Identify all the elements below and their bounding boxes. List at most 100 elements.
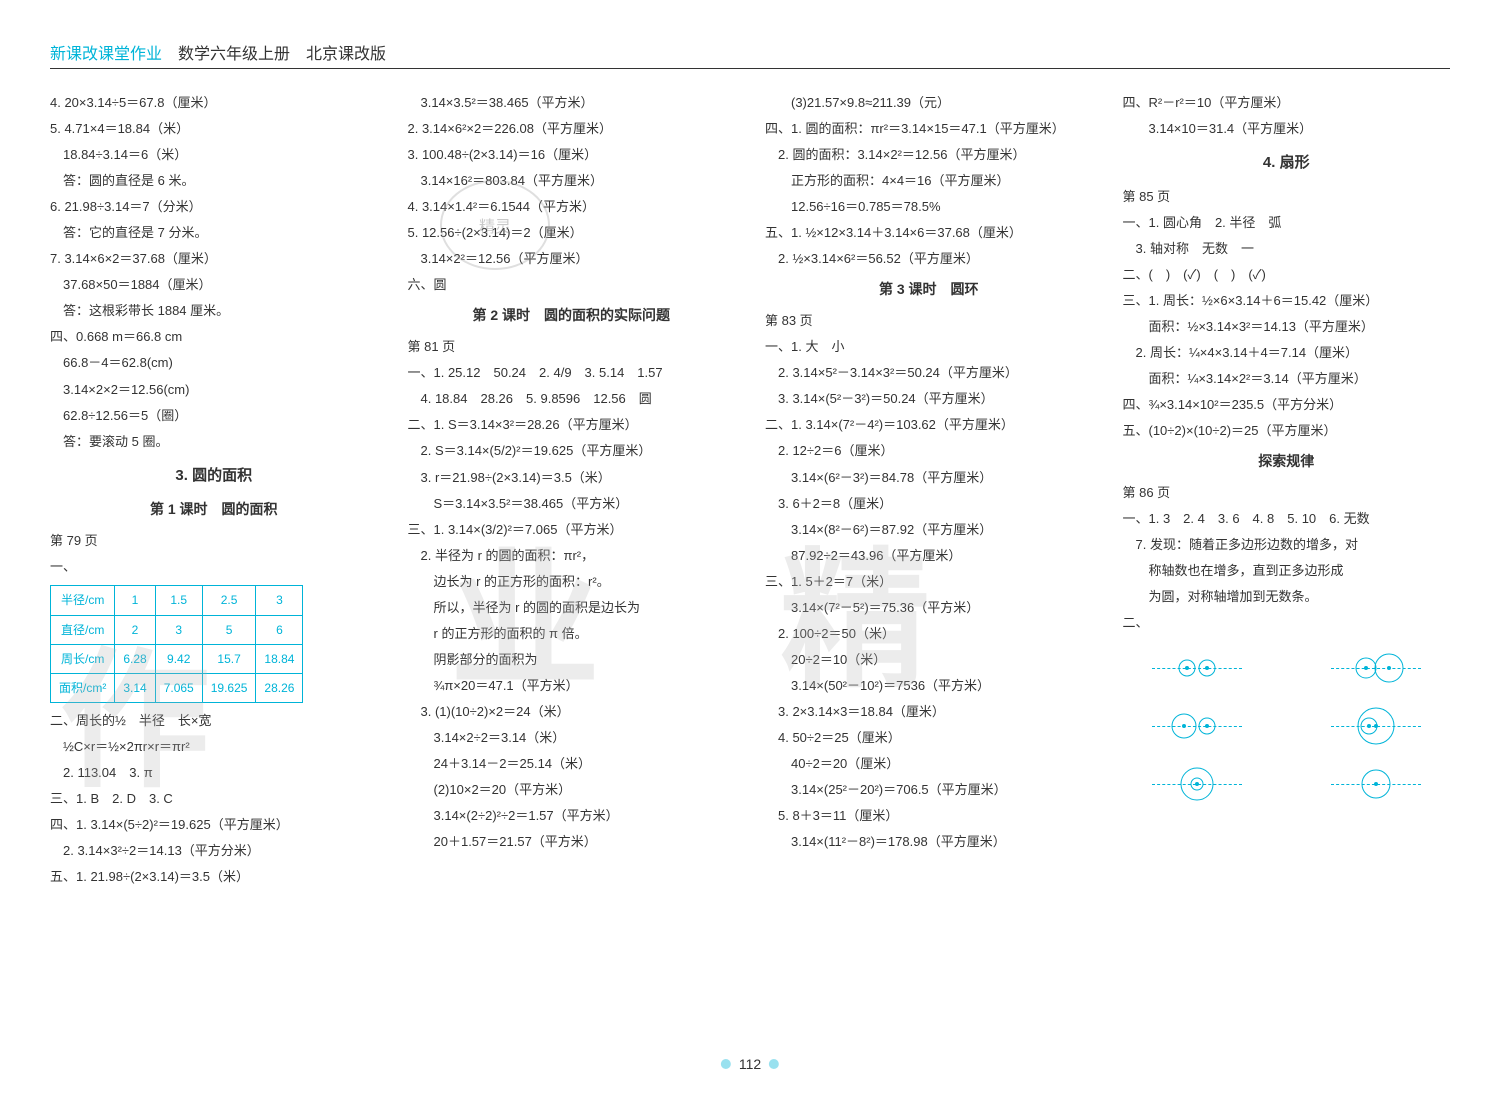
- text-line: 3. 轴对称 无数 一: [1123, 237, 1451, 261]
- table-row: 面积/cm²3.147.06519.62528.26: [51, 673, 303, 702]
- text-line: 37.68×50＝1884（厘米）: [50, 273, 378, 297]
- table-cell: 3: [155, 615, 202, 644]
- content-columns: 4. 20×3.14÷5＝67.8（厘米）5. 4.71×4＝18.84（米） …: [50, 89, 1450, 891]
- text-line: 面积：½×3.14×3²＝14.13（平方厘米）: [1123, 315, 1451, 339]
- text-line: 20÷2＝10（米）: [765, 648, 1093, 672]
- circle-diagram: [1162, 759, 1232, 809]
- text-line: 3.14×10＝31.4（平方厘米）: [1123, 117, 1451, 141]
- col2-block2: 一、1. 25.12 50.24 2. 4/9 3. 5.14 1.57 4. …: [408, 361, 736, 854]
- text-line: 五、(10÷2)×(10÷2)＝25（平方厘米）: [1123, 419, 1451, 443]
- circles-row-3: [1123, 759, 1451, 809]
- text-line: 3.14×(7²－5²)＝75.36（平方米）: [765, 596, 1093, 620]
- text-line: 三、1. 3.14×(3/2)²＝7.065（平方米）: [408, 518, 736, 542]
- table-row: 周长/cm6.289.4215.718.84: [51, 644, 303, 673]
- circle-diagram: [1341, 701, 1411, 751]
- text-line: 18.84÷3.14＝6（米）: [50, 143, 378, 167]
- column-1: 4. 20×3.14÷5＝67.8（厘米）5. 4.71×4＝18.84（米） …: [50, 89, 378, 891]
- table-cell: 3: [256, 586, 303, 615]
- text-line: ½C×r＝½×2πr×r＝πr²: [50, 735, 378, 759]
- text-line: 3.14×(50²－10²)＝7536（平方米）: [765, 674, 1093, 698]
- text-line: 4. 20×3.14÷5＝67.8（厘米）: [50, 91, 378, 115]
- text-line: 3.14×(6²－3²)＝84.78（平方厘米）: [765, 466, 1093, 490]
- table-cell: 周长/cm: [51, 644, 115, 673]
- text-line: 24＋3.14－2＝25.14（米）: [408, 752, 736, 776]
- text-line: 3.14×(11²－8²)＝178.98（平方厘米）: [765, 830, 1093, 854]
- text-line: 四、1. 圆的面积：πr²＝3.14×15＝47.1（平方厘米）: [765, 117, 1093, 141]
- table-cell: 半径/cm: [51, 586, 115, 615]
- col4-block1: 四、R²－r²＝10（平方厘米） 3.14×10＝31.4（平方厘米）: [1123, 91, 1451, 141]
- text-line: 答：这根彩带长 1884 厘米。: [50, 299, 378, 323]
- text-line: 3.14×(2÷2)²÷2＝1.57（平方米）: [408, 804, 736, 828]
- text-line: 六、圆: [408, 273, 736, 297]
- lesson-3-title: 第 3 课时 圆环: [765, 277, 1093, 303]
- text-line: 一、1. 大 小: [765, 335, 1093, 359]
- circle-diagram: [1341, 643, 1411, 693]
- text-line: 一、1. 25.12 50.24 2. 4/9 3. 5.14 1.57: [408, 361, 736, 385]
- text-line: 答：圆的直径是 6 米。: [50, 169, 378, 193]
- table-row: 直径/cm2356: [51, 615, 303, 644]
- circle-diagram: [1162, 643, 1232, 693]
- table-cell: 面积/cm²: [51, 673, 115, 702]
- page-83-ref: 第 83 页: [765, 309, 1093, 333]
- text-line: S＝3.14×3.5²＝38.465（平方米）: [408, 492, 736, 516]
- text-line: 二、1. 3.14×(7²－4²)＝103.62（平方厘米）: [765, 413, 1093, 437]
- text-line: 2. 113.04 3. π: [50, 761, 378, 785]
- text-line: 一、1. 3 2. 4 3. 6 4. 8 5. 10 6. 无数: [1123, 507, 1451, 531]
- text-line: 20＋1.57＝21.57（平方米）: [408, 830, 736, 854]
- table-cell: 15.7: [202, 644, 256, 673]
- text-line: 三、1. 周长：½×6×3.14＋6＝15.42（厘米）: [1123, 289, 1451, 313]
- text-line: 2. 半径为 r 的圆的面积：πr²，: [408, 544, 736, 568]
- header-accent: 新课改课堂作业: [50, 46, 162, 63]
- text-line: 2. 12÷2＝6（厘米）: [765, 439, 1093, 463]
- radius-table: 半径/cm11.52.53直径/cm2356周长/cm6.289.4215.71…: [50, 585, 303, 703]
- text-line: 3. 3.14×(5²－3²)＝50.24（平方厘米）: [765, 387, 1093, 411]
- text-line: 为圆，对称轴增加到无数条。: [1123, 585, 1451, 609]
- col1-block1: 4. 20×3.14÷5＝67.8（厘米）5. 4.71×4＝18.84（米） …: [50, 91, 378, 454]
- circles-row-1: [1123, 643, 1451, 693]
- table-cell: 18.84: [256, 644, 303, 673]
- page-header: 新课改课堂作业 数学六年级上册 北京课改版: [50, 40, 1450, 69]
- col3-block2: 一、1. 大 小 2. 3.14×5²－3.14×3²＝50.24（平方厘米） …: [765, 335, 1093, 854]
- table-cell: 3.14: [115, 673, 155, 702]
- column-3: (3)21.57×9.8≈211.39（元）四、1. 圆的面积：πr²＝3.14…: [765, 89, 1093, 891]
- col4-block3: 一、1. 3 2. 4 3. 6 4. 8 5. 10 6. 无数 7. 发现：…: [1123, 507, 1451, 635]
- text-line: 2. 3.14×3²÷2＝14.13（平方分米）: [50, 839, 378, 863]
- text-line: 四、1. 3.14×(5÷2)²＝19.625（平方厘米）: [50, 813, 378, 837]
- text-line: 2. 100÷2＝50（米）: [765, 622, 1093, 646]
- explore-title: 探索规律: [1123, 449, 1451, 475]
- column-4: 四、R²－r²＝10（平方厘米） 3.14×10＝31.4（平方厘米） 4. 扇…: [1123, 89, 1451, 891]
- text-line: 2. 3.14×5²－3.14×3²＝50.24（平方厘米）: [765, 361, 1093, 385]
- header-rest: 数学六年级上册 北京课改版: [162, 46, 386, 63]
- text-line: 2. 3.14×6²×2＝226.08（平方厘米）: [408, 117, 736, 141]
- text-line: 5. 8＋3＝11（厘米）: [765, 804, 1093, 828]
- text-line: 五、1. ½×12×3.14＋3.14×6＝37.68（厘米）: [765, 221, 1093, 245]
- text-line: 所以，半径为 r 的圆的面积是边长为: [408, 596, 736, 620]
- text-line: 66.8－4＝62.8(cm): [50, 351, 378, 375]
- text-line: 阴影部分的面积为: [408, 648, 736, 672]
- text-line: 五、1. 21.98÷(2×3.14)＝3.5（米）: [50, 865, 378, 889]
- text-line: 62.8÷12.56＝5（圈）: [50, 404, 378, 428]
- col4-block2: 一、1. 圆心角 2. 半径 弧 3. 轴对称 无数 一二、( ) (✓) ( …: [1123, 211, 1451, 443]
- text-line: 四、¾×3.14×10²＝235.5（平方分米）: [1123, 393, 1451, 417]
- text-line: 3.14×2²＝12.56（平方厘米）: [408, 247, 736, 271]
- page-85-ref: 第 85 页: [1123, 185, 1451, 209]
- text-line: 3. 6＋2＝8（厘米）: [765, 492, 1093, 516]
- section-3-title: 3. 圆的面积: [50, 462, 378, 490]
- text-line: 四、R²－r²＝10（平方厘米）: [1123, 91, 1451, 115]
- text-line: 二、1. S＝3.14×3²＝28.26（平方厘米）: [408, 413, 736, 437]
- text-line: 7. 发现：随着正多边形边数的增多，对: [1123, 533, 1451, 557]
- lesson-2-title: 第 2 课时 圆的面积的实际问题: [408, 303, 736, 329]
- page-86-ref: 第 86 页: [1123, 481, 1451, 505]
- text-line: 3. 2×3.14×3＝18.84（厘米）: [765, 700, 1093, 724]
- table-row: 半径/cm11.52.53: [51, 586, 303, 615]
- table-cell: 28.26: [256, 673, 303, 702]
- text-line: (3)21.57×9.8≈211.39（元）: [765, 91, 1093, 115]
- circle-diagram: [1341, 759, 1411, 809]
- text-line: 3.14×3.5²＝38.465（平方米）: [408, 91, 736, 115]
- text-line: 2. S＝3.14×(5/2)²＝19.625（平方厘米）: [408, 439, 736, 463]
- text-line: 3.14×2×2＝12.56(cm): [50, 378, 378, 402]
- table-cell: 6: [256, 615, 303, 644]
- text-line: 5. 4.71×4＝18.84（米）: [50, 117, 378, 141]
- table-cell: 直径/cm: [51, 615, 115, 644]
- text-line: ¾π×20＝47.1（平方米）: [408, 674, 736, 698]
